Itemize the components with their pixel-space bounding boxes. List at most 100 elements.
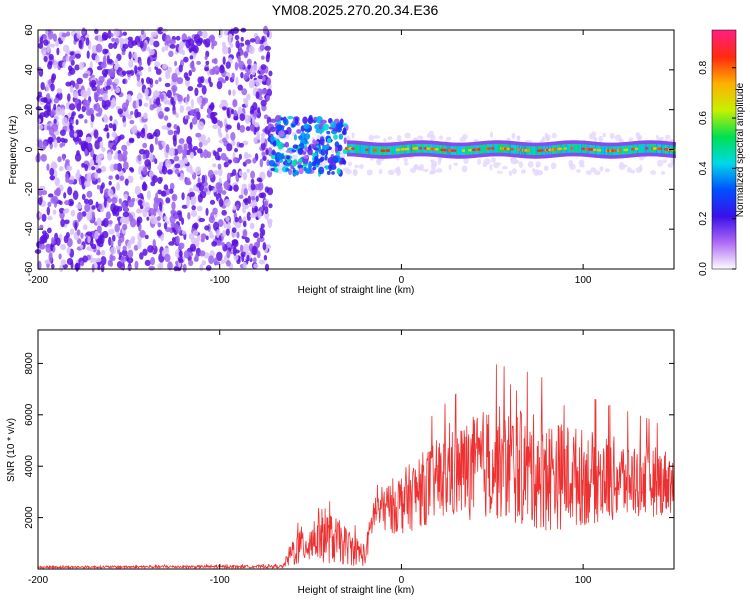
noise-cell [148, 78, 154, 85]
noise-cell [228, 33, 233, 39]
y-tick-label: 40 [24, 64, 35, 76]
noise-cell [154, 79, 159, 85]
noise-cell [217, 167, 223, 177]
colorbar-slice [712, 107, 736, 109]
noise-cell [60, 244, 67, 251]
scatter-cell [270, 118, 277, 123]
noise-cell [256, 239, 261, 248]
colorbar-slice [712, 70, 736, 72]
band-mid [639, 144, 642, 154]
faint-cell [435, 168, 443, 173]
noise-cell [169, 39, 176, 45]
noise-cell [149, 143, 154, 153]
noise-cell [148, 152, 154, 162]
faint-cell [520, 169, 526, 174]
noise-cell [233, 116, 239, 121]
colorbar-slice [712, 33, 736, 35]
noise-cell [76, 212, 83, 221]
faint-cell [614, 134, 622, 141]
noise-cell [85, 231, 93, 236]
colorbar-slice [712, 66, 736, 68]
faint-cell [569, 163, 576, 170]
noise-cell [90, 79, 97, 87]
noise-cell [259, 44, 265, 51]
colorbar-slice [712, 146, 736, 148]
noise-cell [157, 222, 162, 228]
noise-cell [108, 220, 113, 225]
noise-cell [150, 256, 156, 266]
colorbar-slice [712, 266, 736, 268]
noise-cell [84, 203, 91, 213]
faint-cell [518, 161, 524, 168]
band-mid [497, 143, 500, 153]
faint-cell [516, 135, 521, 140]
colorbar-slice [712, 104, 736, 106]
figure-title: YM08.2025.270.20.34.E36 [272, 2, 439, 18]
colorbar-slice [712, 210, 736, 212]
noise-cell [201, 260, 207, 266]
noise-cell [52, 195, 59, 204]
noise-cell [175, 235, 180, 245]
band-mid [484, 144, 487, 154]
colorbar-slice [712, 216, 736, 218]
band-mid [648, 143, 651, 153]
band-core [634, 147, 640, 151]
noise-cell [231, 239, 238, 244]
noise-cell [109, 68, 116, 78]
faint-cell [609, 132, 615, 140]
noise-cell [242, 261, 247, 270]
noise-cell [221, 241, 225, 247]
noise-cell [76, 169, 80, 177]
noise-cell [138, 165, 143, 176]
band-mid [638, 144, 641, 154]
noise-cell [183, 250, 190, 259]
noise-cell [122, 211, 130, 218]
band-core [526, 149, 532, 152]
colorbar-slice [712, 254, 736, 256]
noise-cell [96, 251, 101, 256]
colorbar-slice [712, 62, 736, 64]
x-tick-label: -200 [28, 275, 48, 286]
colorbar-slice [712, 243, 736, 245]
noise-cell [103, 115, 109, 123]
noise-cell [68, 67, 76, 75]
noise-cell [248, 45, 255, 55]
noise-cell [55, 187, 61, 197]
noise-cell [225, 228, 230, 236]
noise-cell [63, 138, 68, 144]
noise-cell [111, 208, 118, 215]
noise-cell [244, 237, 250, 244]
noise-cell [165, 159, 172, 169]
noise-cell [68, 179, 74, 185]
colorbar-slice [712, 111, 736, 113]
noise-cell [108, 175, 113, 180]
colorbar-slice [712, 65, 736, 67]
noise-cell [134, 185, 141, 196]
colorbar-slice [712, 196, 736, 198]
noise-cell [240, 187, 244, 197]
noise-cell [153, 40, 160, 48]
colorbar-slice [712, 259, 736, 261]
noise-cell [246, 93, 251, 101]
noise-cell [139, 204, 144, 210]
scatter-cell [302, 151, 307, 155]
noise-cell [171, 236, 175, 244]
noise-cell [215, 182, 222, 190]
noise-cell [87, 87, 91, 97]
noise-cell [95, 201, 99, 209]
band-mid [514, 145, 518, 154]
noise-cell [119, 38, 123, 49]
noise-cell [256, 131, 260, 140]
noise-cell [190, 98, 194, 108]
noise-cell [71, 111, 76, 117]
noise-cell [208, 35, 215, 41]
noise-cell [165, 34, 171, 45]
colorbar-slice [712, 54, 736, 56]
scatter-cell [291, 149, 297, 153]
noise-cell [90, 113, 95, 123]
noise-cell [242, 171, 248, 181]
colorbar-slice [712, 141, 736, 143]
noise-cell [192, 45, 199, 54]
noise-cell [99, 234, 103, 244]
noise-cell [76, 229, 81, 236]
